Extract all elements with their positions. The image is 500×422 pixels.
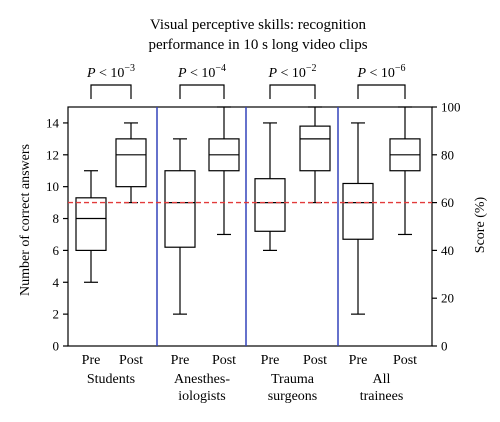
p-value-label: P < 10−6	[356, 63, 405, 81]
group-label: All	[373, 372, 391, 387]
box-iqr	[342, 182, 374, 240]
box-iqr	[75, 197, 107, 252]
p-value-label: P < 10−3	[86, 63, 135, 81]
significance-bracket	[90, 84, 132, 99]
box-label: Pre	[349, 353, 368, 368]
box-label: Post	[212, 353, 236, 368]
p-value-label: P < 10−2	[267, 63, 316, 81]
box-label: Pre	[261, 353, 280, 368]
y-tick-label: 10	[46, 179, 59, 194]
group-label: surgeons	[268, 389, 318, 404]
right-tick-label: 20	[441, 291, 454, 306]
y-axis-label: Number of correct answers	[18, 144, 33, 296]
box-iqr	[299, 125, 331, 172]
chart-title-line-2: performance in 10 s long video clips	[148, 37, 367, 53]
group-label: iologists	[178, 389, 225, 404]
plot-frame	[67, 106, 433, 347]
y-tick-label: 2	[53, 307, 60, 322]
significance-bracket	[357, 84, 406, 99]
significance-bracket	[269, 84, 316, 99]
group-label: trainees	[360, 389, 404, 404]
group-label: Students	[87, 372, 135, 387]
box-iqr	[115, 138, 147, 188]
right-tick-label: 0	[441, 339, 448, 354]
plot-area: 0 2 4 6 8 10 12 14 0 20 40 60 80 100 Pre Post Students P …	[46, 63, 461, 404]
box-label: Pre	[171, 353, 190, 368]
box-iqr	[164, 170, 196, 248]
y-tick-label: 8	[53, 211, 60, 226]
box-iqr	[254, 178, 286, 232]
box-label: Post	[119, 353, 143, 368]
y-tick-label: 14	[46, 115, 60, 130]
y-tick-label: 0	[53, 339, 60, 354]
right-tick-label: 80	[441, 147, 454, 162]
box-label: Post	[303, 353, 327, 368]
right-tick-label: 100	[441, 100, 461, 115]
right-tick-label: 60	[441, 195, 454, 210]
chart-title-line-1: Visual perceptive skills: recognition	[150, 17, 367, 33]
right-tick-label: 40	[441, 243, 454, 258]
right-axis-label: Score (%)	[473, 196, 488, 253]
y-tick-label: 12	[46, 147, 59, 162]
y-tick-label: 4	[53, 275, 60, 290]
box-label: Post	[393, 353, 417, 368]
significance-bracket	[179, 84, 225, 99]
group-label: Anesthes-	[174, 372, 230, 387]
box-label: Pre	[82, 353, 101, 368]
y-tick-label: 6	[53, 243, 60, 258]
group-label: Trauma	[271, 372, 315, 387]
p-value-label: P < 10−4	[177, 63, 226, 81]
